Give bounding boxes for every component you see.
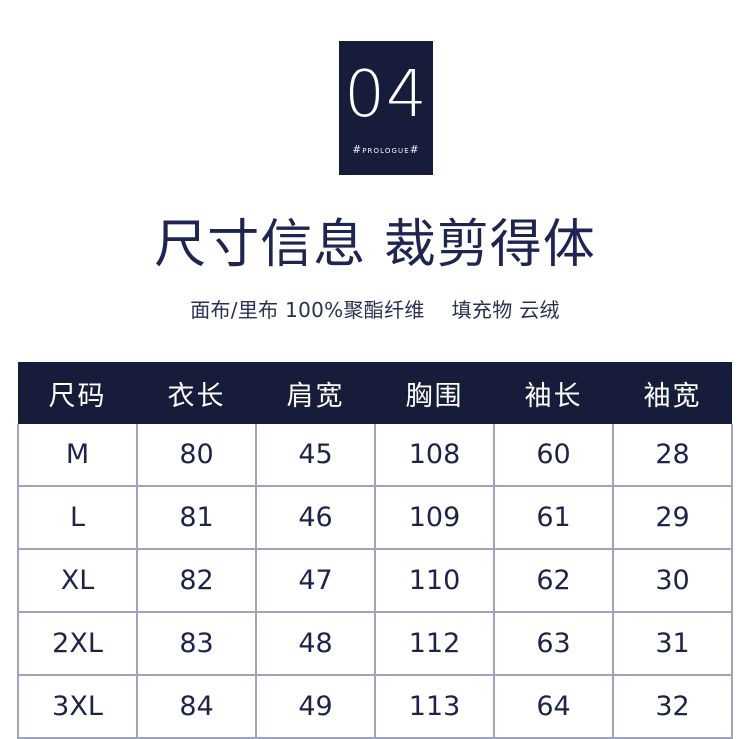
column-header-5: 袖宽 — [613, 362, 732, 424]
measurement-cell: 28 — [613, 424, 733, 487]
column-header-1: 衣长 — [137, 362, 256, 424]
badge-caption: #PROLOGUE# — [352, 144, 420, 156]
measurement-cell: 46 — [256, 486, 376, 550]
size-label-cell: M — [17, 424, 138, 487]
prologue-badge: 04 #PROLOGUE# — [339, 41, 433, 175]
measurement-cell: 112 — [375, 612, 495, 676]
measurement-cell: 113 — [375, 675, 495, 739]
measurement-cell: 31 — [613, 612, 733, 676]
measurement-cell: 82 — [137, 549, 257, 613]
measurement-cell: 61 — [494, 486, 614, 550]
measurement-cell: 109 — [375, 486, 495, 550]
measurement-cell: 47 — [256, 549, 376, 613]
column-header-2: 肩宽 — [256, 362, 375, 424]
table-row: M 80 45 108 60 28 — [17, 424, 733, 487]
measurement-cell: 63 — [494, 612, 614, 676]
size-table: 尺码 衣长 肩宽 胸围 袖长 袖宽 M 80 45 108 60 28 L 81 46 109 61 29 XL 8… — [17, 362, 733, 739]
table-row: 3XL 84 49 113 64 32 — [17, 675, 733, 739]
measurement-cell: 60 — [494, 424, 614, 487]
table-row: 2XL 83 48 112 63 31 — [17, 612, 733, 676]
badge-number: 04 — [344, 58, 428, 132]
measurement-cell: 49 — [256, 675, 376, 739]
measurement-cell: 108 — [375, 424, 495, 487]
column-header-0: 尺码 — [18, 362, 137, 424]
page-title: 尺寸信息 裁剪得体 — [154, 215, 596, 275]
column-header-4: 袖长 — [494, 362, 613, 424]
size-label-cell: 3XL — [17, 675, 138, 739]
table-row: L 81 46 109 61 29 — [17, 486, 733, 550]
column-header-3: 胸围 — [375, 362, 494, 424]
size-label-cell: L — [17, 486, 138, 550]
measurement-cell: 29 — [613, 486, 733, 550]
table-row: XL 82 47 110 62 30 — [17, 549, 733, 613]
size-table-container: 尺码 衣长 肩宽 胸围 袖长 袖宽 M 80 45 108 60 28 L 81 46 109 61 29 XL 8… — [17, 362, 733, 739]
measurement-cell: 45 — [256, 424, 376, 487]
measurement-cell: 81 — [137, 486, 257, 550]
measurement-cell: 64 — [494, 675, 614, 739]
measurement-cell: 30 — [613, 549, 733, 613]
measurement-cell: 48 — [256, 612, 376, 676]
page-subtitle: 面布/里布 100%聚酯纤维 填充物 云绒 — [190, 298, 560, 322]
measurement-cell: 32 — [613, 675, 733, 739]
size-table-body: M 80 45 108 60 28 L 81 46 109 61 29 XL 82 47 110 62 30 2XL… — [17, 424, 733, 739]
measurement-cell: 84 — [137, 675, 257, 739]
size-label-cell: XL — [17, 549, 138, 613]
measurement-cell: 110 — [375, 549, 495, 613]
size-label-cell: 2XL — [17, 612, 138, 676]
size-table-head: 尺码 衣长 肩宽 胸围 袖长 袖宽 — [18, 362, 732, 424]
table-header-row: 尺码 衣长 肩宽 胸围 袖长 袖宽 — [18, 362, 732, 424]
measurement-cell: 62 — [494, 549, 614, 613]
measurement-cell: 80 — [137, 424, 257, 487]
measurement-cell: 83 — [137, 612, 257, 676]
